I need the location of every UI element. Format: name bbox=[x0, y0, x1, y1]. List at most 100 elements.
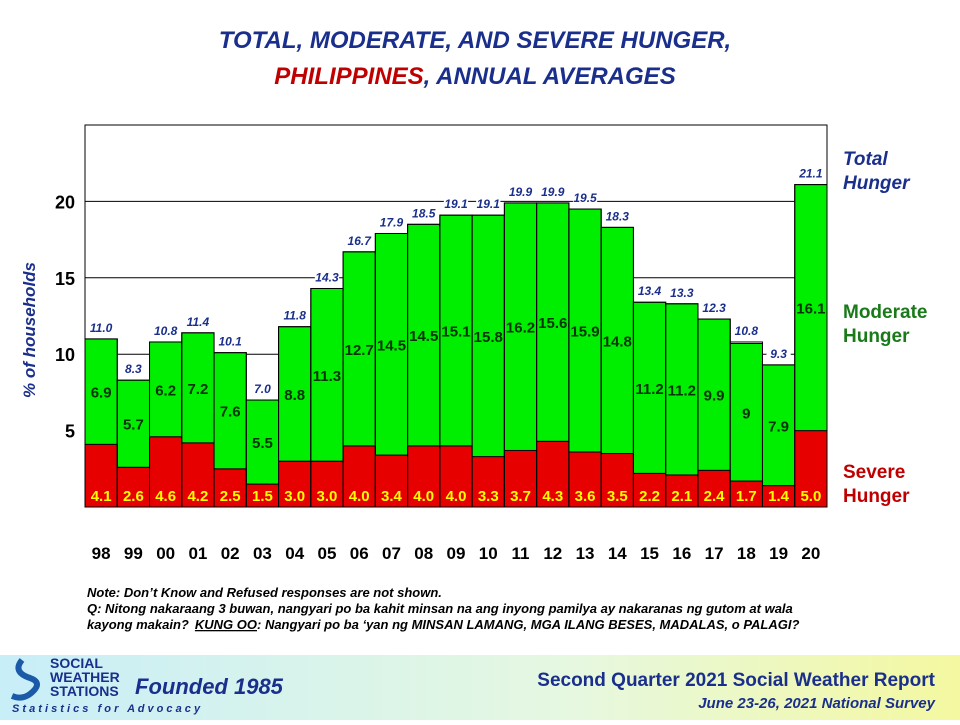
bar-segment bbox=[503, 202, 538, 451]
total-label: 21.1 bbox=[798, 167, 823, 181]
total-label: 12.3 bbox=[702, 301, 726, 315]
x-tick-label: 15 bbox=[640, 544, 659, 563]
bar-segment bbox=[213, 352, 247, 470]
total-outline bbox=[794, 184, 828, 508]
y-tick-label: 5 bbox=[65, 422, 75, 442]
total-label-bg bbox=[121, 361, 146, 376]
title-part: PHILIPPINES bbox=[274, 63, 423, 90]
founded: Founded 1985 bbox=[135, 674, 284, 699]
total-label: 7.0 bbox=[254, 382, 271, 396]
legend-label: Hunger bbox=[843, 486, 910, 507]
total-label: 18.3 bbox=[606, 209, 630, 223]
value-label: 2.6 bbox=[123, 488, 144, 505]
total-label: 18.5 bbox=[412, 206, 436, 220]
x-tick-label: 16 bbox=[672, 544, 691, 563]
y-tick-label: 15 bbox=[55, 269, 75, 289]
total-label: 13.4 bbox=[638, 284, 662, 298]
total-label: 11.0 bbox=[90, 321, 113, 335]
total-label-bg bbox=[282, 307, 307, 322]
x-tick-label: 04 bbox=[285, 544, 304, 563]
value-label: 16.2 bbox=[506, 320, 535, 337]
value-label: 11.2 bbox=[668, 382, 696, 399]
bar-segment bbox=[245, 399, 280, 485]
value-label: 14.5 bbox=[409, 328, 438, 345]
x-tick-label: 19 bbox=[769, 544, 788, 563]
value-label: 6.9 bbox=[91, 385, 112, 402]
total-label-bg bbox=[572, 190, 598, 205]
value-label: 6.2 bbox=[155, 382, 176, 399]
total-label-bg bbox=[540, 183, 565, 198]
value-label: 1.4 bbox=[768, 488, 790, 505]
value-label: 15.6 bbox=[538, 315, 567, 332]
bar-segment bbox=[278, 460, 312, 508]
value-label: 14.8 bbox=[603, 333, 632, 350]
value-label: 9 bbox=[742, 405, 750, 422]
bar-segment bbox=[761, 364, 796, 487]
total-label-bg bbox=[476, 196, 501, 211]
total-label: 14.3 bbox=[315, 270, 339, 284]
total-label-bg bbox=[734, 322, 759, 337]
y-tick-label: 10 bbox=[55, 345, 75, 365]
total-label: 9.3 bbox=[770, 347, 787, 361]
total-label-bg bbox=[701, 300, 727, 315]
total-label: 11.4 bbox=[187, 315, 210, 329]
x-tick-label: 08 bbox=[414, 544, 433, 563]
bar-segment bbox=[310, 287, 344, 462]
chart-title: TOTAL, MODERATE, AND SEVERE HUNGER, bbox=[219, 27, 731, 54]
bar-segment bbox=[374, 454, 409, 508]
value-label: 4.2 bbox=[187, 488, 208, 505]
x-tick-label: 98 bbox=[92, 544, 111, 563]
value-label: 15.1 bbox=[441, 324, 470, 341]
x-tick-label: 17 bbox=[705, 544, 724, 563]
total-label: 13.3 bbox=[670, 286, 694, 300]
x-tick-label: 20 bbox=[801, 544, 820, 563]
value-label: 15.9 bbox=[570, 324, 599, 341]
value-label: 12.7 bbox=[345, 342, 374, 359]
x-tick-label: 07 bbox=[382, 544, 401, 563]
note-part: KUNG OO bbox=[195, 617, 257, 632]
value-label: 2.4 bbox=[704, 488, 726, 505]
value-label: 1.5 bbox=[252, 488, 273, 505]
total-label-bg bbox=[250, 381, 275, 396]
y-axis-label: % of households bbox=[20, 262, 39, 398]
bar-segment bbox=[697, 318, 731, 471]
logo: SOCIAL WEATHER STATIONS bbox=[50, 655, 120, 699]
total-label: 19.5 bbox=[573, 191, 597, 205]
x-tick-label: 18 bbox=[737, 544, 756, 563]
bar-segment bbox=[471, 456, 505, 508]
value-label: 3.0 bbox=[317, 488, 338, 505]
x-tick-label: 09 bbox=[447, 544, 466, 563]
value-label: 3.3 bbox=[478, 488, 499, 505]
x-tick-label: 02 bbox=[221, 544, 240, 563]
note: Note: Don’t Know and Refused responses a… bbox=[87, 585, 442, 600]
logo-mark bbox=[10, 658, 40, 701]
logo-text: WEATHER bbox=[50, 669, 120, 685]
bar-segment bbox=[278, 326, 312, 462]
value-label: 16.1 bbox=[796, 301, 825, 318]
total-label-bg bbox=[379, 214, 404, 229]
note-part: : Nangyari po ba ‘yan ng MINSAN LAMANG, … bbox=[257, 617, 799, 632]
value-label: 3.4 bbox=[381, 488, 403, 505]
total-label: 19.1 bbox=[444, 197, 468, 211]
total-label: 16.7 bbox=[348, 234, 373, 248]
value-label: 4.0 bbox=[413, 488, 434, 505]
bar-segment bbox=[600, 226, 634, 455]
value-label: 15.8 bbox=[474, 329, 503, 346]
legend-label: Moderate bbox=[843, 302, 927, 323]
note-part: kayong makain? bbox=[87, 617, 189, 632]
total-label: 19.9 bbox=[509, 185, 533, 199]
survey-date: June 23-26, 2021 National Survey bbox=[698, 695, 935, 712]
note: Q: Nitong nakaraang 3 buwan, nangyari po… bbox=[87, 601, 793, 616]
value-label: 4.0 bbox=[349, 488, 370, 505]
value-label: 3.6 bbox=[575, 488, 596, 505]
x-tick-label: 03 bbox=[253, 544, 272, 563]
value-label: 3.7 bbox=[510, 488, 531, 505]
total-label-bg bbox=[798, 165, 823, 180]
value-label: 14.5 bbox=[377, 337, 406, 354]
total-label-bg bbox=[347, 232, 372, 247]
x-tick-label: 11 bbox=[512, 544, 530, 563]
value-label: 5.5 bbox=[252, 435, 273, 452]
value-label: 5.0 bbox=[800, 488, 821, 505]
bar-segment bbox=[342, 251, 376, 447]
total-label: 10.1 bbox=[218, 335, 242, 349]
